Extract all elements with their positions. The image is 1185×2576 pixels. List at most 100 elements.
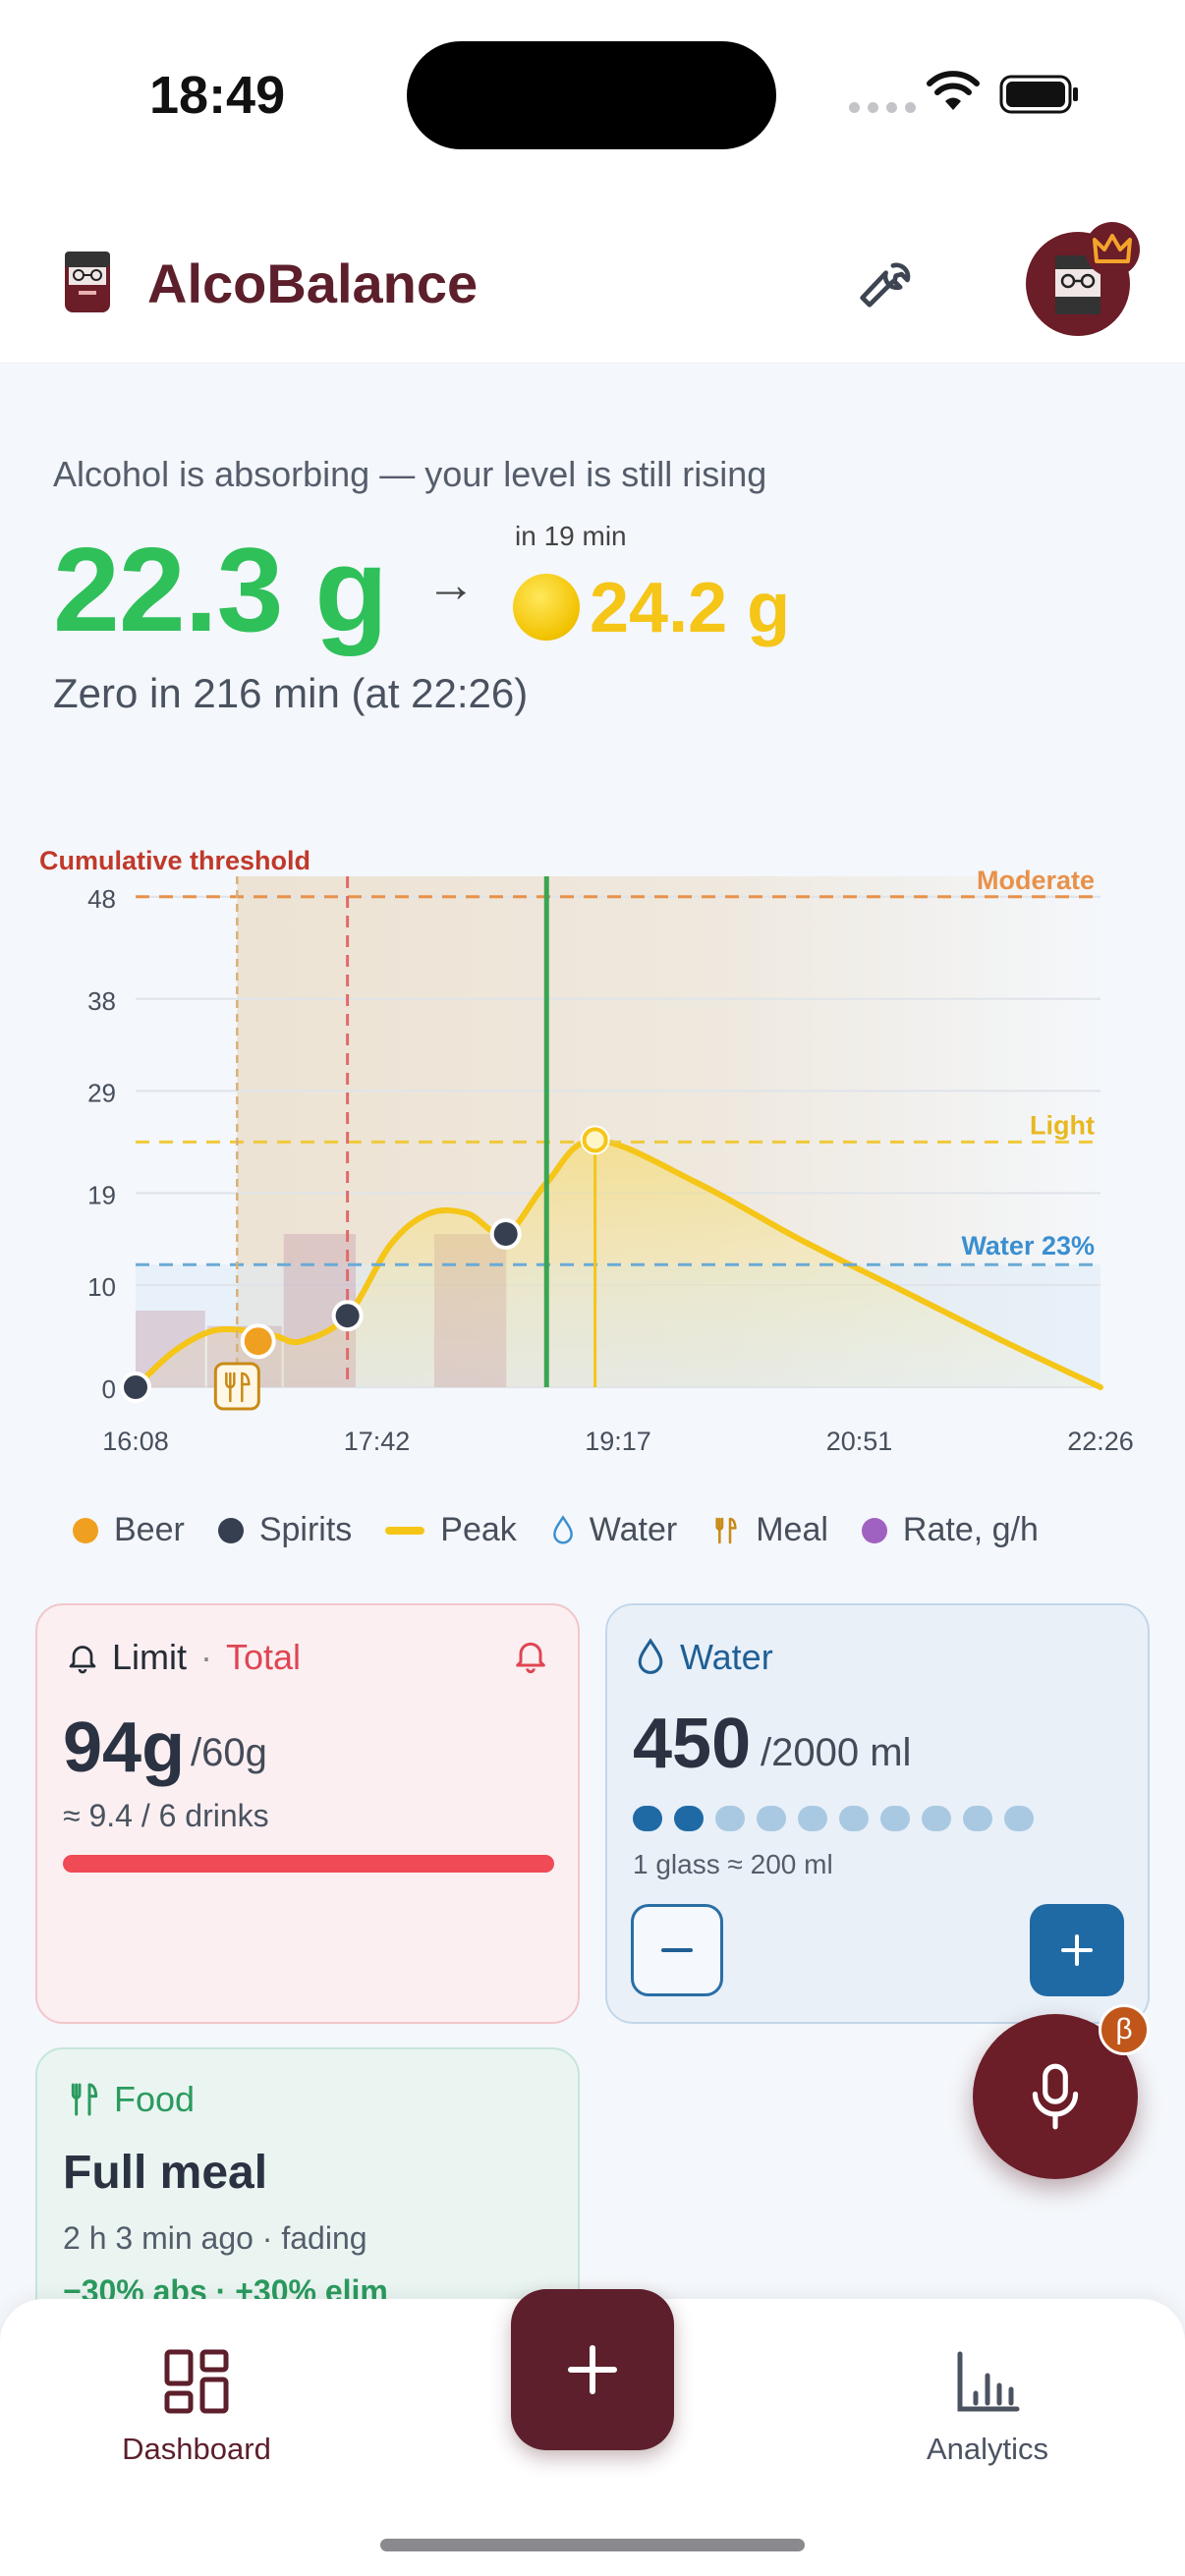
spirits-point [335, 1304, 360, 1328]
water-glass-dot [674, 1806, 704, 1831]
limit-target: /60g [191, 1731, 267, 1774]
arrow-right-icon: → [426, 557, 476, 612]
water-glass-dot [963, 1806, 992, 1831]
analytics-icon [957, 2351, 1020, 2412]
crown-icon [1085, 222, 1140, 277]
limit-drinks-count: ≈ 9.4 / 6 drinks [63, 1798, 269, 1833]
legend-label: Spirits [258, 1511, 353, 1548]
legend-label: Rate, g/h [902, 1511, 1039, 1548]
water-consumed-value: 450 [633, 1705, 752, 1783]
water-decrease-button[interactable] [631, 1904, 723, 1996]
y-tick-label: 0 [102, 1374, 116, 1404]
x-tick-label: 17:42 [344, 1427, 411, 1456]
status-bar: 18:49 [0, 0, 1185, 196]
plus-icon [1061, 1934, 1093, 1966]
y-tick-label: 29 [87, 1078, 116, 1107]
food-meal-type: Full meal [63, 2147, 268, 2199]
app-logo-icon [65, 252, 110, 312]
y-tick-label: 19 [87, 1180, 116, 1209]
water-glass-dot [715, 1806, 745, 1831]
bell-icon [69, 1646, 96, 1674]
limit-progress-bar [63, 1855, 554, 1873]
peak-alcohol-value: 24.2 g [590, 569, 791, 647]
fork-knife-icon [71, 2083, 98, 2116]
limit-card[interactable]: Limit · Total 94g /60g ≈ 9.4 / 6 drinks [35, 1603, 580, 2024]
peak-eta: in 19 min [515, 521, 627, 551]
alert-bell-icon[interactable] [511, 1635, 550, 1676]
plus-icon [568, 2345, 617, 2394]
cumulative-threshold-label: Cumulative threshold [39, 846, 310, 875]
nav-dashboard[interactable]: Dashboard [118, 2346, 275, 2467]
legend-item-spirits: Spirits [217, 1511, 353, 1549]
nav-analytics[interactable]: Analytics [909, 2346, 1066, 2467]
legend-item-water: Water [550, 1511, 677, 1549]
fork-knife-icon [710, 1514, 742, 1547]
zero-time-estimate: Zero in 216 min (at 22:26) [53, 670, 529, 716]
y-tick-label: 48 [87, 884, 116, 914]
legend-item-peak: Peak [385, 1511, 517, 1549]
legend-dot [861, 1517, 887, 1543]
food-card[interactable]: Food Full meal 2 h 3 min ago · fading −3… [35, 2047, 580, 2342]
absorption-status: Alcohol is absorbing — your level is sti… [53, 454, 767, 494]
spirits-point [124, 1375, 147, 1399]
microphone-icon [1032, 2063, 1079, 2130]
water-glass-dot [757, 1806, 786, 1831]
legend-item-beer: Beer [73, 1511, 185, 1549]
food-time-ago: 2 h 3 min ago · fading [63, 2220, 367, 2256]
dynamic-island [407, 41, 776, 149]
water-glass-dot [633, 1806, 662, 1831]
legend-line [385, 1526, 425, 1535]
water-label: Water 23% [961, 1231, 1095, 1260]
water-glass-dot [1004, 1806, 1034, 1831]
battery-icon [999, 75, 1078, 114]
dashboard-icon [164, 2349, 229, 2414]
fork-knife-icon [225, 1372, 251, 1403]
spirits-point [493, 1222, 518, 1246]
limit-header: Limit · Total [65, 1637, 301, 1678]
alcohol-level-chart[interactable]: 0 10 19 29 38 48 16:08 17:42 19:17 20:51 22:26 Cumu… [0, 815, 1185, 1484]
water-header: Water [635, 1637, 773, 1678]
water-target: /2000 ml [761, 1731, 912, 1774]
y-tick-label: 38 [87, 986, 116, 1016]
current-alcohol-value: 22.3 g [53, 523, 388, 656]
legend-label: Beer [114, 1511, 185, 1548]
add-drink-button[interactable] [511, 2289, 674, 2450]
moderate-label: Moderate [977, 866, 1095, 895]
water-glass-dot [880, 1806, 910, 1831]
water-glasses-indicator [633, 1806, 1034, 1831]
water-increase-button[interactable] [1030, 1904, 1124, 1996]
legend-dot [73, 1517, 98, 1543]
water-drop-icon [638, 1638, 663, 1674]
legend-dot [217, 1517, 244, 1543]
wrench-icon[interactable] [851, 248, 920, 316]
y-tick-label: 10 [87, 1272, 116, 1302]
x-tick-label: 19:17 [585, 1427, 651, 1456]
minus-icon [661, 1948, 693, 1952]
water-drop-icon [550, 1514, 576, 1546]
x-tick-label: 20:51 [826, 1427, 893, 1456]
limit-separator: · [200, 1637, 213, 1677]
legend-label: Water [589, 1511, 678, 1548]
water-glass-dot [839, 1806, 869, 1831]
x-tick-label: 22:26 [1067, 1427, 1134, 1456]
app-header: AlcoBalance [0, 196, 1185, 364]
legend-label: Meal [756, 1511, 828, 1548]
meal-marker-icon [213, 1362, 260, 1411]
food-header: Food [65, 2079, 195, 2120]
limit-consumed-value: 94g [63, 1708, 186, 1787]
beta-badge: β [1099, 2004, 1150, 2055]
home-indicator [380, 2539, 805, 2551]
water-glass-dot [798, 1806, 827, 1831]
wifi-icon [927, 71, 980, 110]
water-card[interactable]: Water 450 /2000 ml 1 glass ≈ 200 ml [605, 1603, 1150, 2024]
beer-point [244, 1327, 272, 1356]
legend-item-rate-g-h: Rate, g/h [861, 1511, 1039, 1549]
app-title: AlcoBalance [147, 252, 479, 314]
cellular-signal-icon [849, 102, 916, 113]
peak-level-icon [513, 574, 580, 641]
water-label: Water [680, 1637, 773, 1677]
limit-label: Limit [112, 1637, 188, 1677]
peak-point [582, 1127, 608, 1153]
water-glass-note: 1 glass ≈ 200 ml [633, 1849, 833, 1879]
limit-total-label: Total [226, 1637, 302, 1677]
